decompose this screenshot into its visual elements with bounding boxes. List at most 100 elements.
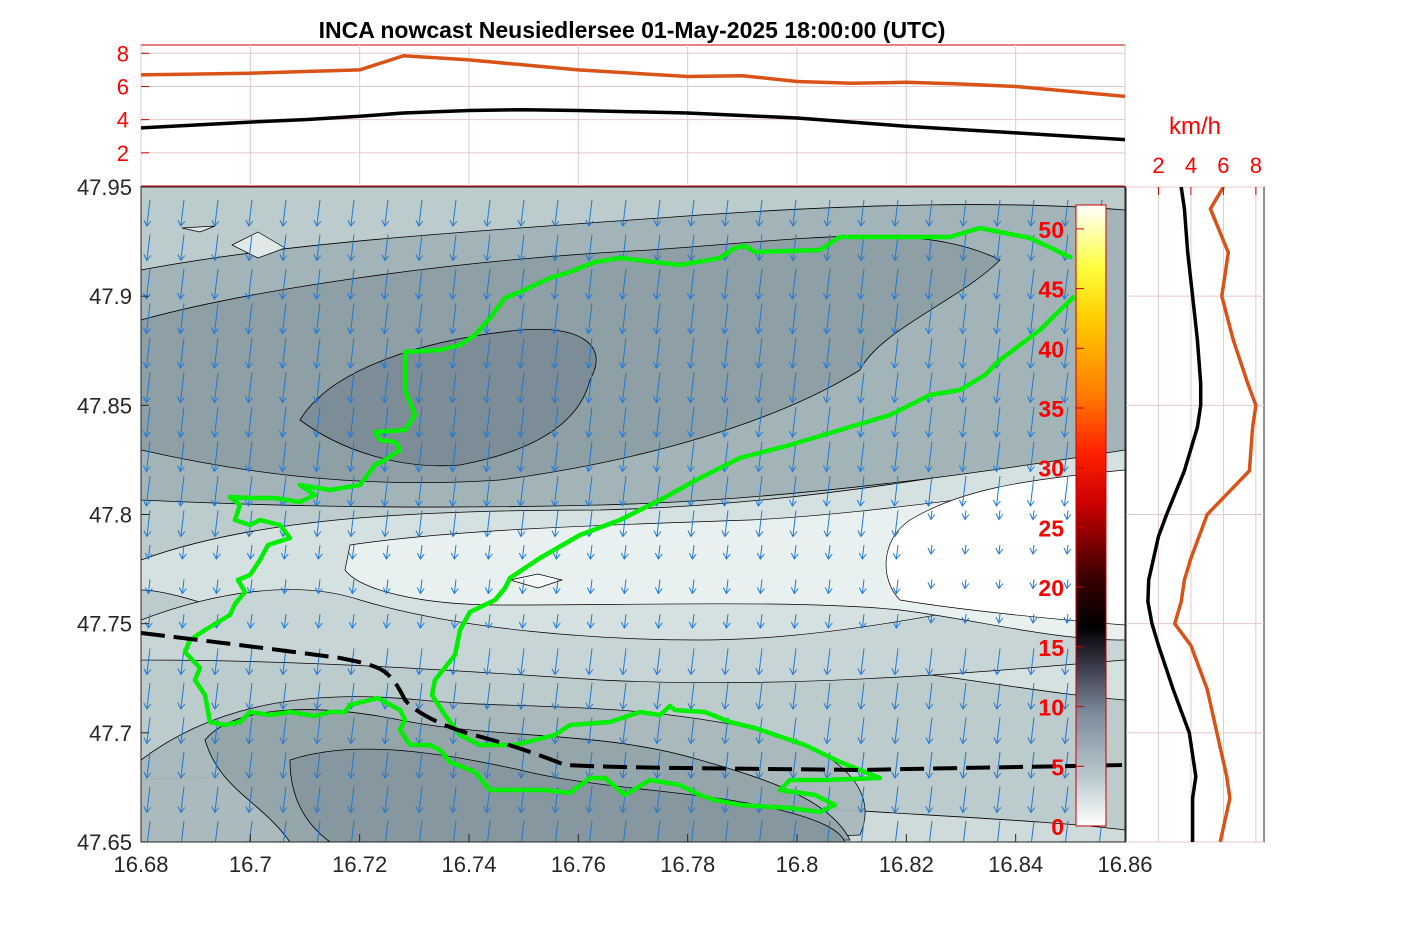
wind-arrow (652, 303, 661, 335)
wind-arrow (688, 544, 697, 560)
wind-arrow (313, 682, 322, 710)
right-x-tick-label: 4 (1185, 153, 1197, 178)
wind-arrow (891, 648, 900, 676)
wind-arrow (176, 372, 185, 404)
wind-arrow (516, 337, 525, 369)
wind-arrow (789, 648, 798, 676)
wind-arrow (211, 648, 220, 676)
wind-arrow (448, 406, 457, 438)
wind-arrow (618, 406, 627, 438)
wind-arrow (448, 268, 457, 300)
wind-arrow (176, 303, 185, 335)
wind-arrow (380, 475, 389, 507)
wind-arrow (177, 717, 186, 745)
wind-arrow (686, 372, 695, 404)
wind-arrow (312, 406, 321, 438)
wind-arrow (1060, 475, 1069, 507)
wind-arrow (721, 510, 730, 538)
wind-arrow (482, 337, 491, 369)
wind-arrow (313, 234, 322, 262)
wind-arrow (483, 234, 492, 262)
wind-arrow (142, 337, 151, 369)
wind-arrow (959, 751, 968, 779)
wind-arrow (925, 648, 934, 676)
wind-arrow (584, 337, 593, 369)
wind-arrow (415, 510, 424, 538)
wind-arrow (176, 475, 185, 507)
wind-arrow (618, 337, 627, 369)
wind-arrow (754, 441, 763, 473)
lake-outline (182, 225, 1077, 815)
wind-arrow (585, 820, 593, 842)
wind-arrow (856, 475, 865, 507)
wind-arrow (857, 820, 865, 842)
wind-arrow (891, 786, 900, 814)
wind-arrow (278, 303, 287, 335)
wind-arrow (550, 372, 559, 404)
wind-arrow (652, 372, 661, 404)
wind-arrow (449, 199, 458, 227)
wind-arrow (449, 234, 458, 262)
wind-arrow (516, 441, 525, 473)
wind-arrow (992, 475, 1001, 507)
wind-arrow (924, 441, 933, 473)
wind-arrow (1027, 717, 1036, 745)
wind-arrow (890, 475, 899, 507)
wind-arrow (755, 751, 764, 779)
wind-arrow (1063, 544, 1072, 555)
y-tick-label: 47.65 (77, 830, 132, 855)
wind-arrow (892, 544, 901, 560)
wind-arrow (754, 337, 763, 369)
wind-arrow (143, 199, 152, 227)
wind-arrow (993, 648, 1002, 676)
wind-arrow (756, 544, 765, 560)
wind-arrow (246, 613, 255, 629)
wind-arrow (585, 234, 594, 262)
wind-arrow (925, 786, 934, 814)
wind-arrow (958, 268, 967, 300)
wind-arrow (857, 648, 866, 676)
wind-arrow (279, 786, 288, 814)
wind-arrow (517, 751, 526, 779)
wind-arrow (720, 406, 729, 438)
main-map-panel: 16.68 16.7 16.72 16.74 16.76 16.78 16.8 16.82 16… (77, 175, 1153, 877)
wind-arrow (143, 510, 152, 538)
wind-arrow (448, 441, 457, 473)
wind-arrow (959, 682, 968, 710)
wind-arrow (993, 786, 1002, 814)
wind-arrow (925, 751, 934, 779)
wind-arrow (516, 372, 525, 404)
wind-arrow (177, 820, 185, 842)
wind-arrow (244, 441, 253, 473)
wind-arrow (380, 372, 389, 404)
wind-arrow (414, 406, 423, 438)
wind-arrow (177, 751, 186, 779)
wind-arrow (144, 579, 153, 595)
wind-arrow (619, 786, 628, 814)
wind-arrow (245, 786, 254, 814)
wind-arrow (1029, 510, 1038, 521)
wind-arrow (1026, 441, 1035, 473)
wind-arrow (619, 717, 628, 745)
wind-arrow (654, 579, 663, 595)
wind-arrow (178, 579, 187, 595)
wind-arrow (482, 441, 491, 473)
wind-arrow (312, 268, 321, 300)
wind-arrow (279, 234, 288, 262)
x-tick-label: 16.86 (1097, 852, 1152, 877)
wind-arrow (313, 717, 322, 745)
wind-arrow (346, 441, 355, 473)
wind-arrow (279, 199, 288, 227)
wind-arrow (789, 234, 798, 262)
wind-arrow (857, 786, 866, 814)
wind-arrow (993, 199, 1002, 227)
wind-arrow (788, 303, 797, 335)
wind-arrow (858, 579, 867, 595)
wind-arrow (824, 613, 833, 629)
wind-arrow (856, 268, 865, 300)
wind-arrow (927, 579, 936, 590)
wind-arrow (856, 303, 865, 335)
wind-arrow (891, 199, 900, 227)
wind-arrow (619, 648, 628, 676)
wind-arrow (346, 303, 355, 335)
